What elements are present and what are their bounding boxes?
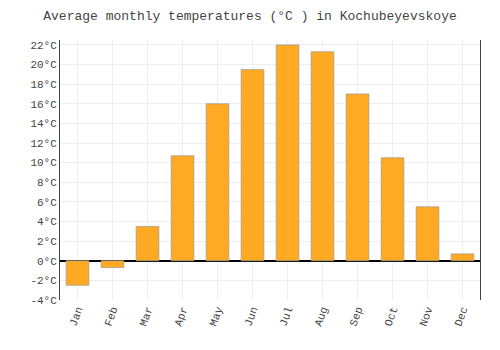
svg-text:10°C: 10°C: [30, 157, 57, 169]
svg-text:8°C: 8°C: [37, 177, 57, 189]
svg-text:22°C: 22°C: [30, 40, 57, 52]
svg-text:18°C: 18°C: [30, 79, 57, 91]
svg-text:Jul: Jul: [277, 305, 295, 328]
svg-text:16°C: 16°C: [30, 99, 57, 111]
svg-text:4°C: 4°C: [37, 216, 57, 228]
svg-text:Nov: Nov: [417, 305, 435, 328]
svg-text:Jan: Jan: [67, 305, 85, 328]
svg-text:-4°C: -4°C: [30, 295, 57, 307]
svg-text:Average monthly temperatures (: Average monthly temperatures (°C ) in Ko…: [43, 9, 456, 24]
svg-text:6°C: 6°C: [37, 197, 57, 209]
svg-text:Aug: Aug: [312, 305, 330, 328]
svg-text:Mar: Mar: [137, 305, 155, 328]
svg-text:12°C: 12°C: [30, 138, 57, 150]
svg-text:2°C: 2°C: [37, 236, 57, 248]
svg-text:14°C: 14°C: [30, 118, 57, 130]
svg-text:-2°C: -2°C: [30, 275, 57, 287]
svg-text:0°C: 0°C: [37, 256, 57, 268]
svg-text:Apr: Apr: [172, 305, 190, 328]
svg-text:Feb: Feb: [102, 305, 120, 328]
svg-text:Jun: Jun: [242, 305, 260, 328]
svg-text:Oct: Oct: [382, 305, 400, 328]
svg-text:Sep: Sep: [347, 305, 365, 328]
svg-text:Dec: Dec: [452, 305, 470, 328]
svg-text:20°C: 20°C: [30, 59, 57, 71]
svg-text:May: May: [207, 305, 225, 328]
